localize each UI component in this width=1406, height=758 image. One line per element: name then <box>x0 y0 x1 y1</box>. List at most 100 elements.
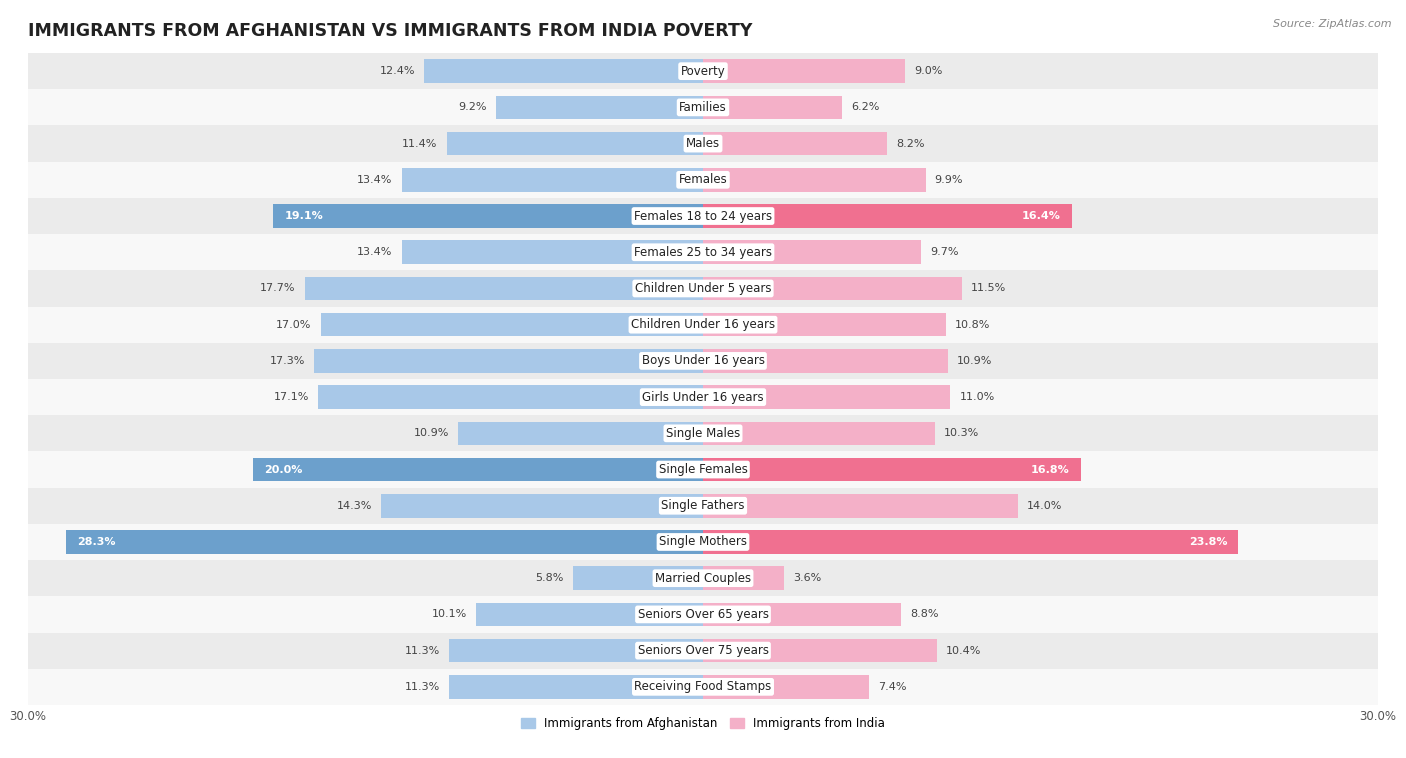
Bar <box>475 603 703 626</box>
Bar <box>28 53 1378 89</box>
Text: Girls Under 16 years: Girls Under 16 years <box>643 390 763 403</box>
Text: Boys Under 16 years: Boys Under 16 years <box>641 355 765 368</box>
Text: 12.4%: 12.4% <box>380 66 415 76</box>
Text: 16.4%: 16.4% <box>1022 211 1060 221</box>
Bar <box>381 494 703 518</box>
Text: Poverty: Poverty <box>681 64 725 77</box>
Text: 16.8%: 16.8% <box>1031 465 1070 475</box>
Bar <box>28 560 1378 597</box>
Bar <box>703 494 1018 518</box>
Text: 17.7%: 17.7% <box>260 283 295 293</box>
Bar <box>703 204 1071 228</box>
Text: 10.9%: 10.9% <box>413 428 449 438</box>
Text: 9.7%: 9.7% <box>931 247 959 257</box>
Text: Single Females: Single Females <box>658 463 748 476</box>
Text: 17.0%: 17.0% <box>276 320 312 330</box>
Bar <box>28 524 1378 560</box>
Text: IMMIGRANTS FROM AFGHANISTAN VS IMMIGRANTS FROM INDIA POVERTY: IMMIGRANTS FROM AFGHANISTAN VS IMMIGRANT… <box>28 23 752 40</box>
Text: 17.3%: 17.3% <box>270 356 305 366</box>
Text: 10.8%: 10.8% <box>955 320 990 330</box>
Bar <box>66 530 703 554</box>
Bar <box>703 132 887 155</box>
Text: Males: Males <box>686 137 720 150</box>
Bar <box>703 277 962 300</box>
Bar <box>28 343 1378 379</box>
Bar <box>703 675 869 699</box>
Bar <box>28 487 1378 524</box>
Text: 11.0%: 11.0% <box>959 392 994 402</box>
Text: 11.5%: 11.5% <box>970 283 1005 293</box>
Bar <box>28 632 1378 669</box>
Bar <box>449 675 703 699</box>
Legend: Immigrants from Afghanistan, Immigrants from India: Immigrants from Afghanistan, Immigrants … <box>516 713 890 735</box>
Bar <box>703 458 1081 481</box>
Bar <box>28 161 1378 198</box>
Text: 13.4%: 13.4% <box>357 247 392 257</box>
Bar <box>703 603 901 626</box>
Bar <box>28 452 1378 487</box>
Text: Seniors Over 75 years: Seniors Over 75 years <box>637 644 769 657</box>
Text: 20.0%: 20.0% <box>264 465 302 475</box>
Bar <box>703 96 842 119</box>
Bar <box>273 204 703 228</box>
Text: 10.4%: 10.4% <box>946 646 981 656</box>
Bar <box>402 168 703 192</box>
Text: Seniors Over 65 years: Seniors Over 65 years <box>637 608 769 621</box>
Text: 13.4%: 13.4% <box>357 175 392 185</box>
Text: Single Fathers: Single Fathers <box>661 500 745 512</box>
Text: Children Under 5 years: Children Under 5 years <box>634 282 772 295</box>
Text: 7.4%: 7.4% <box>879 682 907 692</box>
Text: Females: Females <box>679 174 727 186</box>
Bar <box>425 59 703 83</box>
Bar <box>28 126 1378 161</box>
Text: 11.3%: 11.3% <box>405 682 440 692</box>
Text: 9.0%: 9.0% <box>914 66 943 76</box>
Text: 11.3%: 11.3% <box>405 646 440 656</box>
Bar <box>703 59 905 83</box>
Bar <box>28 89 1378 126</box>
Bar <box>28 597 1378 632</box>
Bar <box>305 277 703 300</box>
Text: 10.3%: 10.3% <box>943 428 979 438</box>
Bar <box>703 168 925 192</box>
Bar <box>458 421 703 445</box>
Text: Single Mothers: Single Mothers <box>659 535 747 549</box>
Text: 14.0%: 14.0% <box>1026 501 1063 511</box>
Text: 11.4%: 11.4% <box>402 139 437 149</box>
Bar <box>28 271 1378 306</box>
Text: 28.3%: 28.3% <box>77 537 117 547</box>
Bar <box>703 349 948 373</box>
Bar <box>28 306 1378 343</box>
Bar <box>321 313 703 337</box>
Bar <box>572 566 703 590</box>
Bar <box>449 639 703 662</box>
Bar <box>703 240 921 264</box>
Bar <box>703 313 946 337</box>
Bar <box>703 530 1239 554</box>
Text: 5.8%: 5.8% <box>536 573 564 583</box>
Text: 6.2%: 6.2% <box>852 102 880 112</box>
Text: Married Couples: Married Couples <box>655 572 751 584</box>
Bar <box>314 349 703 373</box>
Bar <box>402 240 703 264</box>
Text: Source: ZipAtlas.com: Source: ZipAtlas.com <box>1274 19 1392 29</box>
Bar <box>318 385 703 409</box>
Bar <box>447 132 703 155</box>
Text: 10.9%: 10.9% <box>957 356 993 366</box>
Text: Families: Families <box>679 101 727 114</box>
Bar <box>703 385 950 409</box>
Text: 17.1%: 17.1% <box>274 392 309 402</box>
Bar <box>703 421 935 445</box>
Text: Females 25 to 34 years: Females 25 to 34 years <box>634 246 772 258</box>
Text: 14.3%: 14.3% <box>337 501 373 511</box>
Bar <box>496 96 703 119</box>
Bar <box>28 669 1378 705</box>
Text: Children Under 16 years: Children Under 16 years <box>631 318 775 331</box>
Text: Receiving Food Stamps: Receiving Food Stamps <box>634 681 772 694</box>
Text: 8.8%: 8.8% <box>910 609 938 619</box>
Bar <box>253 458 703 481</box>
Text: 23.8%: 23.8% <box>1188 537 1227 547</box>
Bar <box>28 379 1378 415</box>
Bar <box>703 566 785 590</box>
Text: 10.1%: 10.1% <box>432 609 467 619</box>
